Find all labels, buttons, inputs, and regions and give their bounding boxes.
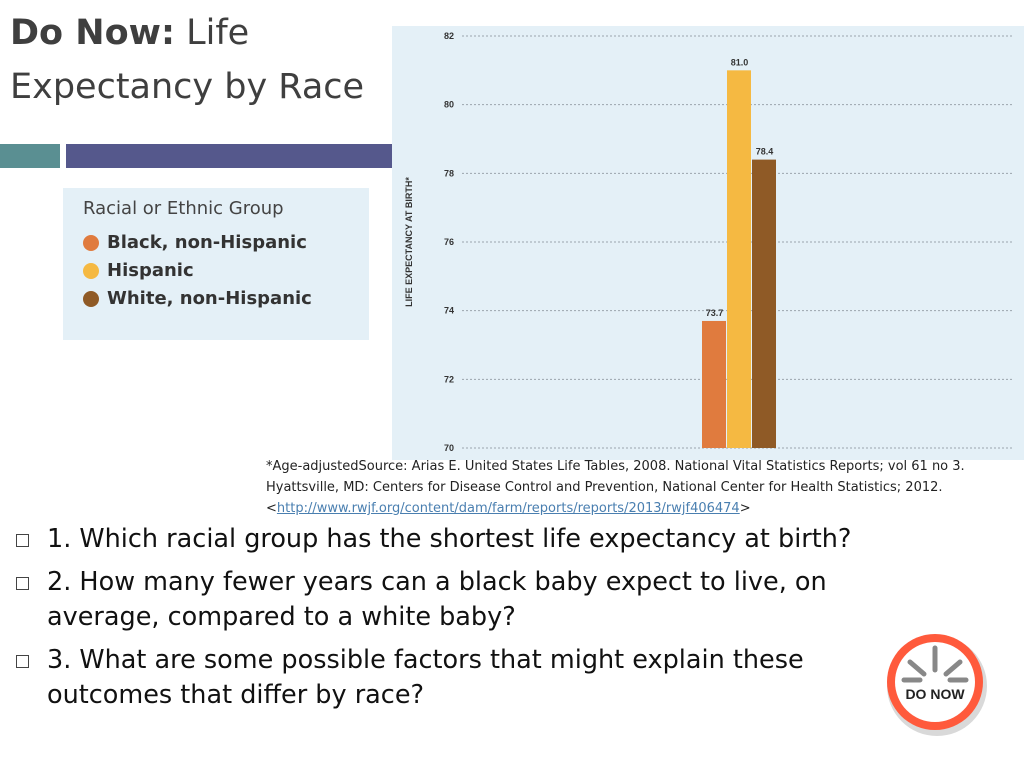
legend-swatch-hispanic xyxy=(83,262,99,279)
question-item: 3. What are some possible factors that m… xyxy=(12,643,892,713)
source-citation: *Age-adjustedSource: Arias E. United Sta… xyxy=(266,456,1014,519)
legend-label-white: White, non-Hispanic xyxy=(107,288,312,309)
question-text-3: 3. What are some possible factors that m… xyxy=(47,645,804,710)
bullet-square-icon xyxy=(16,655,29,668)
page-title: Do Now: Life Expectancy by Race xyxy=(10,6,390,114)
question-text-1: 1. Which racial group has the shortest l… xyxy=(47,524,852,554)
question-item: 2. How many fewer years can a black baby… xyxy=(12,565,892,635)
question-list: 1. Which racial group has the shortest l… xyxy=(12,522,892,721)
legend-swatch-white xyxy=(83,290,99,307)
chart-legend: Racial or Ethnic Group Black, non-Hispan… xyxy=(63,188,369,340)
bar-value-label: 73.7 xyxy=(706,308,724,318)
bar-2 xyxy=(727,70,751,449)
legend-item-hispanic: Hispanic xyxy=(83,260,194,281)
question-text-2: 2. How many fewer years can a black baby… xyxy=(47,567,827,632)
source-text: *Age-adjustedSource: Arias E. United Sta… xyxy=(266,459,965,495)
y-tick-label: 74 xyxy=(444,306,454,316)
legend-label-black: Black, non-Hispanic xyxy=(107,232,307,253)
bullet-square-icon xyxy=(16,534,29,547)
divider-teal xyxy=(0,144,60,168)
title-bold: Do Now: xyxy=(10,13,175,53)
y-tick-label: 76 xyxy=(444,237,454,247)
bar-1 xyxy=(702,320,726,448)
do-now-label: DO NOW xyxy=(905,686,965,702)
y-tick-label: 78 xyxy=(444,168,454,178)
bar-3 xyxy=(752,159,776,448)
bullet-square-icon xyxy=(16,577,29,590)
source-link-open: < xyxy=(266,501,277,516)
title-rest: Life Expectancy by Race xyxy=(10,13,365,107)
question-item: 1. Which racial group has the shortest l… xyxy=(12,522,892,557)
y-tick-label: 80 xyxy=(444,100,454,110)
legend-item-white: White, non-Hispanic xyxy=(83,288,312,309)
source-link-close: > xyxy=(739,501,751,516)
y-tick-label: 70 xyxy=(444,443,454,453)
legend-swatch-black xyxy=(83,234,99,251)
y-axis-label: LIFE EXPECTANCY AT BIRTH* xyxy=(404,177,414,307)
do-now-clock-icon: DO NOW xyxy=(887,634,987,736)
bar-value-label: 78.4 xyxy=(756,147,774,157)
legend-item-black: Black, non-Hispanic xyxy=(83,232,307,253)
legend-title: Racial or Ethnic Group xyxy=(83,198,284,219)
bar-value-label: 81.0 xyxy=(731,57,749,67)
chart-panel: 70 72 74 76 78 80 82 LIFE EXPECTANCY AT BIRTH* 7… xyxy=(392,26,1024,460)
source-link[interactable]: http://www.rwjf.org/content/dam/farm/rep… xyxy=(276,501,740,516)
legend-label-hispanic: Hispanic xyxy=(107,260,194,281)
bar-chart: 70 72 74 76 78 80 82 LIFE EXPECTANCY AT BIRTH* 7… xyxy=(404,31,1012,453)
y-tick-label: 72 xyxy=(444,374,454,384)
y-tick-label: 82 xyxy=(444,31,454,41)
